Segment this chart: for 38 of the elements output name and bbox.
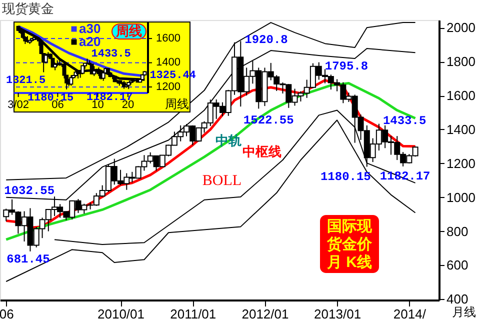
legend-label: a30 <box>79 21 101 36</box>
chart-title: 现货黄金 <box>2 1 54 16</box>
x-tick-label: 06 <box>0 306 14 320</box>
x-tick-label: 2010/01 <box>98 306 145 320</box>
y-tick-label: 1200 <box>446 156 476 171</box>
annotation: 国际现货金价月 K线 <box>326 218 373 271</box>
annotation: 1433.5 <box>382 114 426 128</box>
y-tick-label: 1200 <box>156 80 180 93</box>
y-tick-label: 2000 <box>446 20 476 36</box>
x-tick-label: 2012/01 <box>242 306 289 320</box>
annotation: 681.45 <box>6 252 50 266</box>
legend-label: a20 <box>79 34 101 49</box>
annotation: 1032.55 <box>4 184 55 198</box>
x-tick-label: 2013/01 <box>314 306 362 320</box>
y-tick-label: 1600 <box>446 88 476 104</box>
y-tick-label: 1400 <box>446 122 476 137</box>
y-tick-label: 1800 <box>446 54 476 70</box>
y-tick-label: 600 <box>446 258 468 273</box>
x-tick-label: 2014/ <box>393 306 426 320</box>
x-axis-title: 月线 <box>452 305 476 319</box>
annotation: 1180.15 <box>320 170 371 184</box>
x-axis-title: 周线 <box>165 97 189 111</box>
annotation: 1920.8 <box>244 33 288 48</box>
annotation: 1433.5 <box>91 48 132 61</box>
y-tick-label: 1000 <box>446 190 476 205</box>
annotation: 1795.8 <box>324 59 368 74</box>
series-label: 中轨 <box>215 132 242 148</box>
x-tick-label: 06 <box>52 99 64 111</box>
y-tick-label: 1400 <box>156 56 180 69</box>
annotation: BOLL <box>202 173 242 189</box>
x-tick-label: 2011/01 <box>170 306 216 320</box>
text: 中枢线 <box>242 144 282 159</box>
annotation: 周线 <box>115 24 142 38</box>
y-tick-label: 800 <box>446 224 468 239</box>
y-tick-label: 1600 <box>156 32 180 45</box>
x-tick-label: 20 <box>122 99 134 111</box>
y-tick-label: 400 <box>446 292 468 307</box>
x-tick-label: 10 <box>92 99 104 111</box>
